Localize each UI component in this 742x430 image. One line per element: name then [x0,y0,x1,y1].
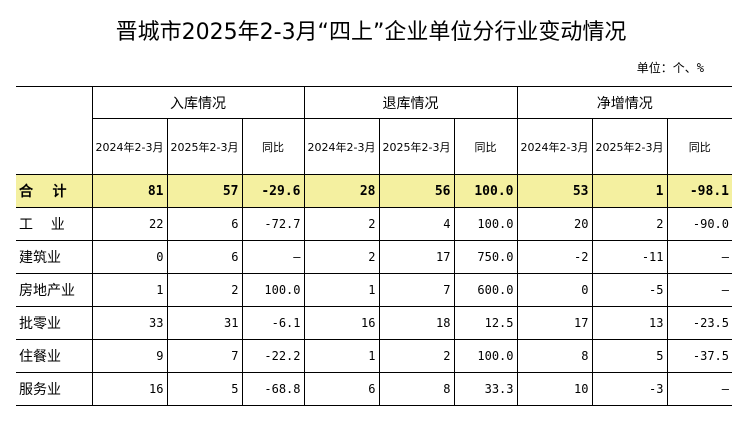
table-body: 入库情况 退库情况 净增情况 2024年2-3月 2025年2-3月 同比 20… [16,86,732,406]
table-cell: 33.3 [453,372,518,406]
row-label: 建筑业 [16,240,93,274]
table-cell: 8 [516,339,593,373]
table-cell: -68.8 [241,372,305,406]
table-cell: -2 [516,240,593,274]
table-cell: -98.1 [666,174,732,208]
table-cell: 1 [303,273,380,307]
unit-note: 单位：个、% [636,61,704,75]
table-cell: 2 [303,240,380,274]
sub-header-inbound-2025: 2025年2-3月 [166,118,243,175]
table-cell: 2 [166,273,243,307]
table-cell: 1 [303,339,380,373]
table-row: 建筑业 0 6—2 17 750.0 -2 -11— [16,240,732,274]
table-row: 工 业 22 6 -72.7 2 4 100.0 20 2 -90.0 [16,207,732,241]
table-cell: -29.6 [241,174,305,208]
table-cell: 57 [166,174,243,208]
table-cell: 31 [166,306,243,340]
table-cell: -37.5 [666,339,732,373]
table-cell: 600.0 [453,273,518,307]
table-row: 服务业 16 5 -68.8 6 8 33.3 10 -3— [16,372,732,406]
table-cell: — [666,372,732,406]
table-cell: — [241,240,305,274]
table-cell: -11 [591,240,668,274]
table-cell: 81 [91,174,168,208]
row-label: 住餐业 [16,339,93,373]
table-cell: 7 [166,339,243,373]
table-cell: — [666,273,732,307]
row-label: 工 业 [16,207,93,241]
sub-header-net-2025: 2025年2-3月 [591,118,668,175]
page-title: 晋城市2025年2-3月“四上”企业单位分行业变动情况 [115,20,627,45]
table-cell: 18 [378,306,455,340]
table-cell: 12.5 [453,306,518,340]
table-cell: -5 [591,273,668,307]
sub-header-outbound-2025: 2025年2-3月 [378,118,455,175]
table-cell: 20 [516,207,593,241]
table-cell: -22.2 [241,339,305,373]
table-row: 批零业 33 31 -6.1 16 18 12.5 17 13 -23.5 [16,306,732,340]
table-cell: -6.1 [241,306,305,340]
table-cell: 8 [378,372,455,406]
sub-header-net-2024: 2024年2-3月 [516,118,593,175]
table-cell: 53 [516,174,593,208]
table-cell: 9 [91,339,168,373]
table-cell: 4 [378,207,455,241]
table-cell: 6 [166,240,243,274]
table-cell: 1 [591,174,668,208]
table-cell: 100.0 [241,273,305,307]
table-cell: 100.0 [453,174,518,208]
table-cell: 13 [591,306,668,340]
table-cell: 0 [91,240,168,274]
table-cell: 17 [516,306,593,340]
table-row: 住餐业 9 7 -22.2 1 2 100.0 8 5 -37.5 [16,339,732,373]
industry-change-table: 入库情况 退库情况 净增情况 2024年2-3月 2025年2-3月 同比 20… [16,86,732,406]
table-cell: 6 [303,372,380,406]
sub-header-row: 2024年2-3月 2025年2-3月 同比 2024年2-3月 2025年2-… [16,118,732,175]
table-cell: -72.7 [241,207,305,241]
table-cell: 100.0 [453,339,518,373]
row-label: 批零业 [16,306,93,340]
sub-header-net-yoy: 同比 [666,118,732,175]
sub-header-inbound-yoy: 同比 [241,118,305,175]
sub-header-inbound-2024: 2024年2-3月 [91,118,168,175]
table-cell: 6 [166,207,243,241]
table-cell: — [666,240,732,274]
table-row: 房地产业 1 2 100.0 1 7 600.0 0 -5— [16,273,732,307]
table-cell: 5 [591,339,668,373]
table-cell: 7 [378,273,455,307]
corner-cell [16,86,93,175]
table-cell: 5 [166,372,243,406]
row-label: 房地产业 [16,273,93,307]
table-cell: 22 [91,207,168,241]
table-cell: 1 [91,273,168,307]
table-cell: -23.5 [666,306,732,340]
table-cell: 33 [91,306,168,340]
table-cell: 56 [378,174,455,208]
table-cell: 28 [303,174,380,208]
table-cell: 16 [303,306,380,340]
table-cell: 0 [516,273,593,307]
group-header-outbound: 退库情况 [303,86,518,119]
row-label: 合 计 [16,174,93,208]
table-cell: 17 [378,240,455,274]
table-cell: 16 [91,372,168,406]
table-cell: 10 [516,372,593,406]
row-label: 服务业 [16,372,93,406]
table-cell: 2 [591,207,668,241]
table-cell: 750.0 [453,240,518,274]
group-header-net: 净增情况 [516,86,732,119]
table-cell: 2 [378,339,455,373]
table-cell: -3 [591,372,668,406]
table-cell: 2 [303,207,380,241]
group-header-row: 入库情况 退库情况 净增情况 [16,86,732,175]
group-header-inbound: 入库情况 [91,86,305,119]
total-row: 合 计 81 57 -29.6 28 56 100.0 53 1 -98.1 [16,174,732,208]
sub-header-outbound-yoy: 同比 [453,118,518,175]
table-cell: -90.0 [666,207,732,241]
sub-header-outbound-2024: 2024年2-3月 [303,118,380,175]
table-cell: 100.0 [453,207,518,241]
